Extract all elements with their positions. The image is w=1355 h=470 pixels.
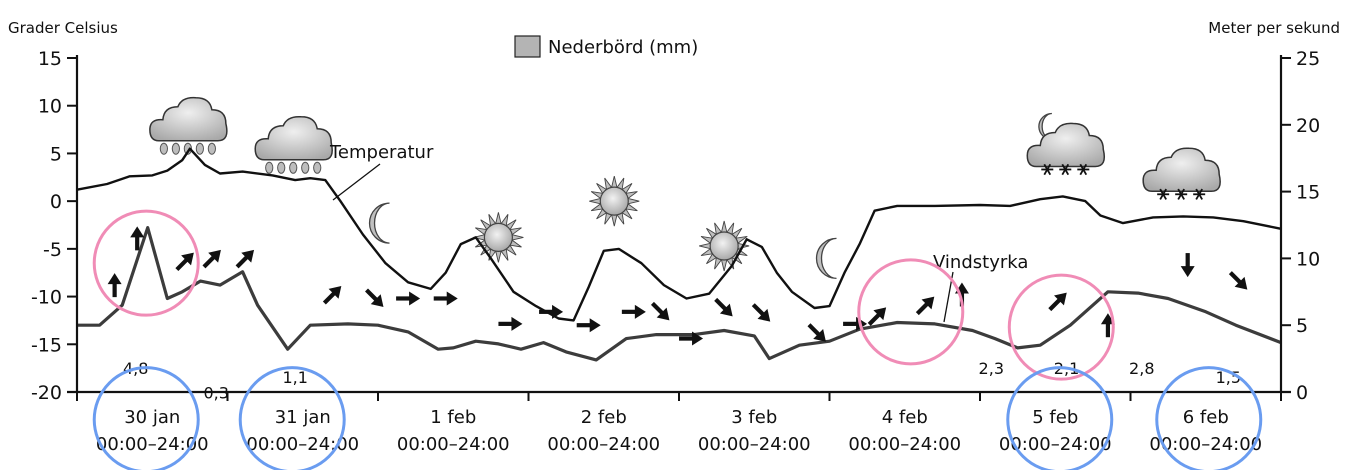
temperature-annotation: Temperatur (329, 142, 434, 201)
right-axis-label: Meter per sekund (1208, 19, 1340, 37)
day-period-label: 00:00–24:00 (397, 434, 510, 455)
left-tick-label: 5 (50, 143, 62, 165)
wind-arrow-3 (175, 252, 194, 272)
left-tick-label: -20 (31, 382, 62, 404)
left-tick-label: 0 (50, 191, 62, 213)
wind-arrow-15 (679, 331, 704, 346)
series-lines (76, 147, 1282, 362)
day-period-label: 00:00–24:00 (1149, 434, 1262, 455)
day-date-label: 31 jan (275, 407, 331, 428)
blue-highlight-circle (92, 366, 200, 470)
wind-arrow-9 (433, 291, 458, 306)
rain-cloud-icon (254, 115, 333, 174)
day-date-label: 6 feb (1183, 407, 1229, 428)
pink-highlight-circle (92, 209, 200, 317)
left-tick-label: -10 (31, 287, 62, 309)
rain-cloud-icon (149, 96, 228, 155)
wind-arrow-1 (107, 273, 122, 298)
wind-arrow-11 (539, 304, 564, 319)
wind-annotation-text: Vindstyrka (933, 252, 1028, 273)
temperature-annotation-text: Temperatur (329, 142, 434, 163)
precip-value-label-3: 1,1 (282, 368, 307, 387)
day-period-label: 00:00–24:00 (848, 434, 961, 455)
wind-arrow-8 (396, 291, 421, 306)
left-tick-label: -5 (43, 239, 62, 261)
snow-cloud-moon-icon (1026, 112, 1106, 176)
sun-icon (589, 176, 640, 227)
wind-arrow-21 (915, 296, 935, 316)
axes: 15 10 5 0 -5 -10 -15 -20 25 20 15 10 5 0 (31, 48, 1320, 404)
wind-arrow-26 (1228, 271, 1248, 290)
sun-icon (473, 212, 524, 263)
pink-highlight-circle (1007, 273, 1115, 381)
wind-line (77, 226, 1282, 362)
precip-value-label-2: 0,3 (203, 383, 228, 402)
left-tick-label: 10 (38, 96, 62, 118)
day-date-label: 4 feb (882, 407, 928, 428)
wind-arrow-14 (650, 301, 670, 321)
day-period-label: 00:00–24:00 (999, 434, 1112, 455)
day-period-label: 00:00–24:00 (698, 434, 811, 455)
moon-icon (368, 202, 390, 244)
temperature-line (76, 147, 1282, 322)
blue-highlight-circle (1006, 366, 1114, 470)
temperature-leader-line (332, 163, 381, 201)
wind-arrow-10 (498, 316, 523, 331)
wind-arrow-4 (202, 249, 221, 269)
day-date-label: 2 feb (581, 407, 627, 428)
left-tick-label: 15 (38, 48, 62, 70)
precip-value-label-6: 2,8 (1129, 359, 1154, 378)
wind-arrow-17 (751, 303, 771, 322)
day-date-label: 5 feb (1032, 407, 1078, 428)
left-tick-label: -15 (31, 334, 62, 356)
wind-arrow-24 (1100, 313, 1115, 338)
wind-arrow-13 (621, 304, 646, 319)
precip-value-label-4: 2,3 (979, 359, 1004, 378)
right-tick-label: 5 (1296, 315, 1308, 337)
wind-direction-arrows (107, 226, 1248, 346)
highlight-circles (92, 209, 1263, 470)
wind-arrow-25 (1180, 253, 1195, 278)
right-tick-label: 25 (1296, 48, 1320, 70)
precip-value-label-7: 1,5 (1216, 368, 1241, 387)
wind-arrow-6 (322, 285, 342, 305)
right-tick-label: 20 (1296, 115, 1320, 137)
wind-arrow-20 (867, 307, 887, 326)
day-labels: 30 jan 00:00–24:00 31 jan 00:00–24:00 1 feb 0… (96, 407, 1262, 455)
wind-arrow-12 (576, 318, 601, 333)
day-period-label: 00:00–24:00 (96, 434, 209, 455)
wind-arrow-2 (130, 226, 145, 251)
day-date-label: 3 feb (731, 407, 777, 428)
day-period-label: 00:00–24:00 (547, 434, 660, 455)
day-period-label: 00:00–24:00 (246, 434, 359, 455)
wind-arrow-5 (235, 249, 255, 269)
precipitation-labels: 4,80,31,1 2,3 2,1 2,8 1,5 (123, 359, 1241, 402)
blue-highlight-circle (238, 366, 346, 470)
wind-arrow-7 (365, 288, 384, 307)
day-date-label: 30 jan (124, 407, 180, 428)
legend: Nederbörd (mm) (514, 35, 698, 58)
wind-arrow-23 (1048, 292, 1067, 312)
right-tick-label: 10 (1296, 248, 1320, 270)
right-tick-label: 0 (1296, 382, 1308, 404)
right-tick-label: 15 (1296, 182, 1320, 204)
wind-arrow-18 (807, 323, 826, 342)
wind-annotation: Vindstyrka (933, 252, 1028, 323)
moon-icon (815, 237, 837, 280)
left-axis-label: Grader Celsius (8, 19, 118, 37)
wind-arrow-16 (714, 297, 733, 317)
pink-highlight-circle (857, 258, 965, 366)
weather-icons (149, 96, 1221, 280)
day-date-label: 1 feb (430, 407, 476, 428)
legend-swatch (514, 35, 541, 58)
snow-cloud-icon (1142, 147, 1221, 200)
legend-label: Nederbörd (mm) (548, 37, 698, 58)
blue-highlight-circle (1155, 366, 1263, 470)
